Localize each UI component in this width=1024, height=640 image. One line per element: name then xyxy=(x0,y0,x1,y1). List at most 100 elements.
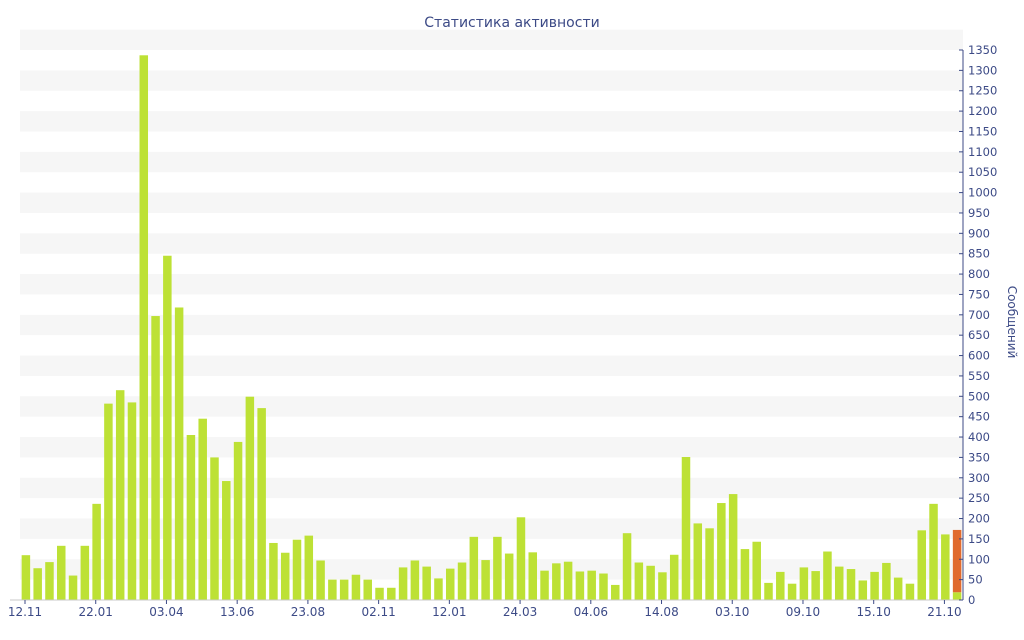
bar xyxy=(233,441,243,600)
bar xyxy=(658,572,667,600)
x-tick-label: 23.08 xyxy=(291,605,325,619)
grid-band xyxy=(20,111,963,132)
y-tick-label: 1250 xyxy=(968,84,997,98)
y-tick-label: 1050 xyxy=(968,165,997,179)
bar xyxy=(33,568,42,600)
bar xyxy=(151,316,160,600)
y-tick-label: 100 xyxy=(968,552,990,566)
bar xyxy=(728,494,738,600)
bar xyxy=(351,574,361,600)
bar xyxy=(952,592,962,600)
grid-band xyxy=(20,151,963,173)
chart-title: Статистика активности xyxy=(424,15,600,31)
bar xyxy=(186,435,196,600)
bar xyxy=(811,571,820,600)
bar xyxy=(339,579,349,600)
y-tick-label: 550 xyxy=(968,369,990,383)
y-tick-label: 200 xyxy=(968,512,990,526)
bar xyxy=(292,539,302,600)
bar xyxy=(563,561,573,600)
y-tick-label: 900 xyxy=(968,226,990,240)
grid-band xyxy=(20,274,963,295)
y-tick-label: 750 xyxy=(968,287,990,301)
bar xyxy=(540,570,549,600)
bar xyxy=(328,579,337,600)
bar xyxy=(481,560,490,600)
x-tick-label: 12.11 xyxy=(8,605,42,619)
bar xyxy=(834,566,844,600)
y-tick-label: 1350 xyxy=(968,43,997,57)
bar xyxy=(457,562,467,600)
y-tick-label: 650 xyxy=(968,328,990,342)
bar xyxy=(222,481,231,600)
bar xyxy=(717,503,726,600)
bar xyxy=(846,569,856,600)
bar xyxy=(269,542,278,600)
y-tick-label: 1300 xyxy=(968,63,997,77)
y-tick-label: 50 xyxy=(968,573,983,587)
bar xyxy=(210,457,219,600)
x-tick-label: 21.10 xyxy=(927,605,961,619)
bar xyxy=(858,580,868,600)
bar xyxy=(634,562,644,600)
y-tick-label: 250 xyxy=(968,491,990,505)
bar xyxy=(387,587,396,600)
bar xyxy=(599,573,608,600)
y-tick-label: 150 xyxy=(968,532,990,546)
grid-band xyxy=(20,29,963,50)
bar xyxy=(139,55,149,601)
y-tick-label: 450 xyxy=(968,410,990,424)
bar xyxy=(434,578,443,600)
y-tick-label: 0 xyxy=(968,593,975,607)
bar xyxy=(646,565,655,600)
bar xyxy=(823,551,832,600)
bar xyxy=(21,555,31,600)
bar xyxy=(375,587,384,600)
y-tick-label: 850 xyxy=(968,247,990,261)
y-tick-label: 700 xyxy=(968,308,990,322)
x-tick-label: 03.04 xyxy=(149,605,183,619)
x-tick-label: 02.11 xyxy=(361,605,395,619)
bar xyxy=(68,575,78,600)
bar xyxy=(115,390,125,600)
bar xyxy=(257,408,266,600)
y-tick-label: 400 xyxy=(968,430,990,444)
bar xyxy=(929,503,938,600)
grid-band xyxy=(20,559,963,580)
bar xyxy=(504,553,514,600)
bar xyxy=(280,552,290,600)
bar xyxy=(163,255,172,601)
bar xyxy=(316,560,325,600)
bar xyxy=(705,528,714,600)
x-tick-label: 09.10 xyxy=(786,605,820,619)
bar xyxy=(445,568,455,600)
bar xyxy=(45,562,54,600)
bar xyxy=(587,570,596,600)
bar xyxy=(469,536,479,600)
y-tick-label: 800 xyxy=(968,267,990,281)
grid-band xyxy=(20,70,963,91)
x-tick-label: 15.10 xyxy=(857,605,891,619)
grid-band xyxy=(20,437,963,458)
x-tick-label: 13.06 xyxy=(220,605,254,619)
y-tick-label: 500 xyxy=(968,389,990,403)
bar xyxy=(669,554,679,600)
bar xyxy=(917,530,926,600)
bar xyxy=(693,523,703,600)
bar xyxy=(776,571,785,600)
bar xyxy=(80,545,90,600)
grid-band xyxy=(20,477,963,499)
grid-band xyxy=(20,355,963,376)
bar xyxy=(104,403,113,600)
bar xyxy=(57,545,66,600)
x-tick-label: 22.01 xyxy=(79,605,113,619)
bar xyxy=(681,457,691,600)
bar xyxy=(528,552,538,600)
x-tick-label: 03.10 xyxy=(715,605,749,619)
bar xyxy=(245,396,255,600)
y-tick-label: 1000 xyxy=(968,186,997,200)
grid-band xyxy=(20,396,963,417)
bar-highlight-segment xyxy=(952,529,962,593)
y-tick-label: 1150 xyxy=(968,124,997,138)
